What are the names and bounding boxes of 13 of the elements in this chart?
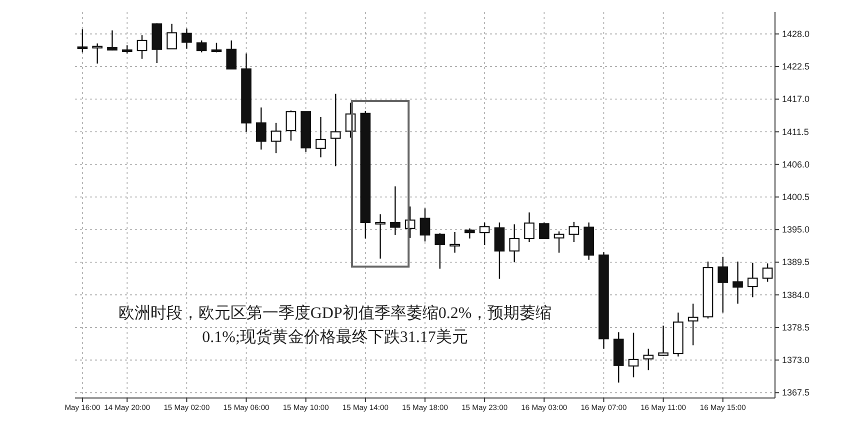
y-tick-label: 1373.0 xyxy=(782,355,810,366)
y-tick-label: 1428.0 xyxy=(782,28,810,39)
y-tick-label: 1406.0 xyxy=(782,159,810,170)
y-tick-label: 1378.5 xyxy=(782,322,810,332)
y-tick-label: 1400.5 xyxy=(782,192,810,202)
annotation: 欧洲时段，欧元区第一季度GDP初值季率萎缩0.2%，预期萎缩0.1%;现货黄金价格最终下跌31.17美元 xyxy=(118,304,552,346)
y-tick-label: 1367.5 xyxy=(782,388,810,398)
y-tick-label: 1384.0 xyxy=(782,290,810,300)
y-tick-label: 1417.0 xyxy=(782,94,810,104)
y-tick-label: 1422.5 xyxy=(782,62,810,72)
y-tick-label: 1395.0 xyxy=(782,224,810,235)
y-tick-label: 1389.5 xyxy=(782,257,810,268)
y-tick-label: 1411.5 xyxy=(782,126,809,137)
